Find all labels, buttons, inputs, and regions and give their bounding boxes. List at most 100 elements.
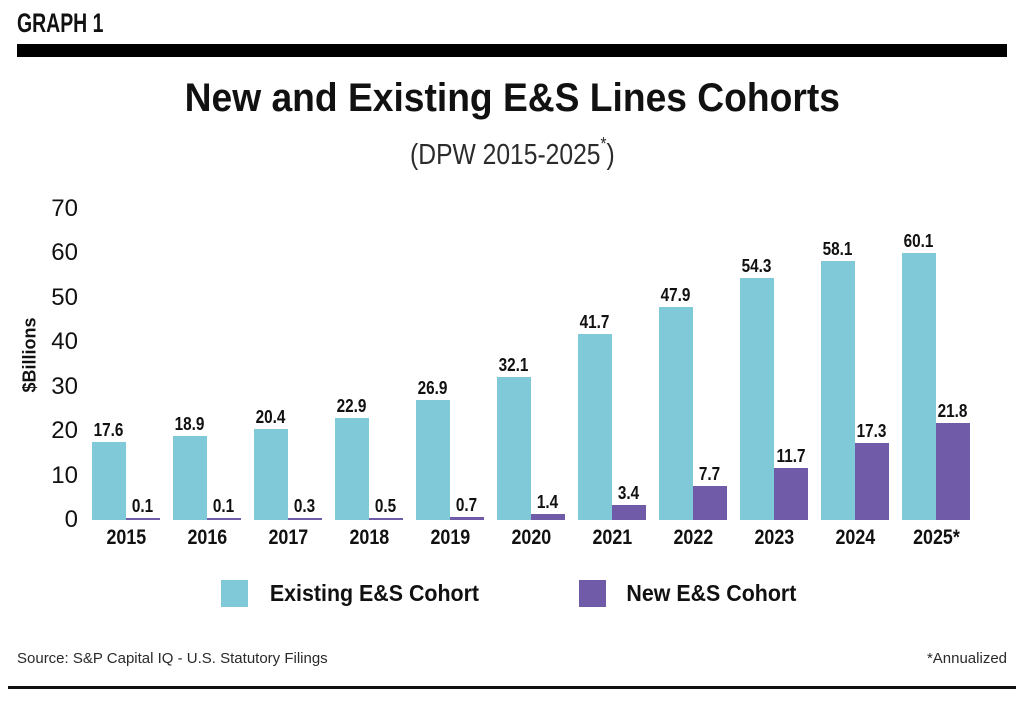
bar-value-label: 11.7 bbox=[776, 446, 806, 466]
y-tick-50: 50 bbox=[51, 283, 78, 311]
x-tick-2025: 2025* bbox=[896, 527, 977, 549]
bar-value-label: 7.7 bbox=[699, 464, 721, 484]
x-tick-2019: 2019 bbox=[410, 527, 491, 549]
bar-value-label: 1.4 bbox=[537, 492, 559, 512]
x-tick-2018: 2018 bbox=[329, 527, 410, 549]
bar-new-2025 bbox=[936, 423, 970, 520]
legend-label-existing: Existing E&S Cohort bbox=[262, 580, 487, 607]
y-tick-40: 40 bbox=[51, 328, 78, 355]
bar-value-label: 0.5 bbox=[375, 496, 397, 516]
graph-number-text: GRAPH 1 bbox=[17, 8, 104, 38]
bar-value-existing-2019: 26.9 bbox=[401, 378, 465, 398]
bar-value-existing-2018: 22.9 bbox=[320, 396, 384, 416]
bar-value-label: 0.1 bbox=[213, 496, 235, 516]
bar-value-existing-2021: 41.7 bbox=[563, 312, 627, 332]
chart-legend: Existing E&S Cohort New E&S Cohort bbox=[0, 580, 1024, 607]
x-tick-2021: 2021 bbox=[572, 527, 653, 549]
bar-new-2015 bbox=[126, 518, 160, 520]
bar-new-2024 bbox=[855, 443, 889, 520]
top-divider-bar bbox=[17, 44, 1007, 57]
bar-value-label: 0.7 bbox=[456, 495, 478, 515]
bar-existing-2025 bbox=[902, 253, 936, 520]
legend-label-text: Existing E&S Cohort bbox=[270, 580, 480, 606]
bar-new-2018 bbox=[369, 518, 403, 520]
bar-value-new-2021: 3.4 bbox=[597, 483, 661, 503]
bar-value-label: 17.6 bbox=[94, 420, 124, 440]
bar-existing-2023 bbox=[740, 278, 774, 520]
source-note: Source: S&P Capital IQ - U.S. Statutory … bbox=[17, 650, 328, 667]
legend-swatch-existing bbox=[221, 580, 249, 607]
y-tick-10: 10 bbox=[51, 461, 78, 489]
bar-value-label: 3.4 bbox=[618, 483, 640, 503]
bar-value-label: 41.7 bbox=[580, 312, 610, 332]
bar-value-label: 58.1 bbox=[823, 239, 853, 259]
bar-value-new-2025: 21.8 bbox=[921, 401, 985, 421]
chart-subtitle-text: (DPW 2015-2025*) bbox=[410, 134, 615, 172]
bar-value-new-2022: 7.7 bbox=[678, 464, 742, 484]
bar-value-label: 18.9 bbox=[175, 414, 205, 434]
y-tick-60: 60 bbox=[51, 239, 78, 266]
x-tick-label-text: 2016 bbox=[187, 526, 228, 549]
bar-value-label: 0.1 bbox=[132, 496, 154, 516]
bar-value-existing-2022: 47.9 bbox=[644, 285, 708, 305]
bar-new-2017 bbox=[288, 518, 322, 520]
graph-number-label: GRAPH 1 bbox=[17, 8, 137, 39]
x-tick-2022: 2022 bbox=[653, 527, 734, 549]
bar-new-2020 bbox=[531, 514, 565, 520]
x-tick-label-text: 2022 bbox=[673, 526, 714, 549]
y-tick-20: 20 bbox=[51, 417, 78, 444]
bar-value-label: 54.3 bbox=[742, 256, 772, 276]
bar-value-existing-2015: 17.6 bbox=[77, 420, 141, 440]
bar-existing-2016 bbox=[173, 436, 207, 520]
legend-label-text: New E&S Cohort bbox=[626, 580, 797, 606]
x-tick-label-text: 2025* bbox=[913, 526, 960, 549]
annualized-note: *Annualized bbox=[926, 650, 1007, 667]
x-tick-label-text: 2017 bbox=[268, 526, 309, 549]
bottom-divider-line bbox=[8, 686, 1016, 689]
x-tick-label-text: 2015 bbox=[106, 526, 147, 549]
bar-value-label: 60.1 bbox=[904, 231, 934, 251]
bar-existing-2015 bbox=[92, 442, 126, 520]
x-tick-label-text: 2024 bbox=[835, 526, 876, 549]
bar-value-label: 47.9 bbox=[661, 285, 691, 305]
bar-value-existing-2017: 20.4 bbox=[239, 407, 303, 427]
x-tick-label-text: 2021 bbox=[592, 526, 633, 549]
x-tick-label-text: 2023 bbox=[754, 526, 795, 549]
bar-value-label: 20.4 bbox=[256, 407, 286, 427]
y-tick-30: 30 bbox=[51, 372, 78, 400]
bar-value-existing-2023: 54.3 bbox=[725, 256, 789, 276]
chart-subtitle-pre: (DPW 2015-2025 bbox=[409, 139, 601, 171]
x-tick-label-text: 2019 bbox=[430, 526, 471, 549]
x-tick-label-text: 2020 bbox=[511, 526, 552, 549]
bar-existing-2018 bbox=[335, 418, 369, 520]
x-tick-2023: 2023 bbox=[734, 527, 815, 549]
bar-value-existing-2016: 18.9 bbox=[158, 414, 222, 434]
bar-value-new-2018: 0.5 bbox=[354, 496, 418, 516]
legend-swatch-new bbox=[579, 580, 607, 607]
chart-subtitle-asterisk: * bbox=[600, 134, 607, 154]
bar-existing-2020 bbox=[497, 377, 531, 520]
bar-value-new-2023: 11.7 bbox=[759, 446, 823, 466]
bar-existing-2021 bbox=[578, 334, 612, 520]
chart-subtitle: (DPW 2015-2025*) bbox=[0, 134, 1024, 172]
x-tick-label-text: 2018 bbox=[349, 526, 390, 549]
bar-new-2021 bbox=[612, 505, 646, 520]
bar-value-new-2016: 0.1 bbox=[192, 496, 256, 516]
bar-new-2023 bbox=[774, 468, 808, 520]
bar-existing-2022 bbox=[659, 307, 693, 520]
bar-value-new-2024: 17.3 bbox=[840, 421, 904, 441]
x-tick-2020: 2020 bbox=[491, 527, 572, 549]
x-tick-2015: 2015 bbox=[86, 527, 167, 549]
bar-value-label: 17.3 bbox=[857, 421, 887, 441]
x-tick-2017: 2017 bbox=[248, 527, 329, 549]
bar-value-label: 22.9 bbox=[337, 396, 367, 416]
bar-existing-2017 bbox=[254, 429, 288, 520]
y-tick-0: 0 bbox=[64, 506, 78, 533]
bar-value-existing-2020: 32.1 bbox=[482, 355, 546, 375]
bar-value-label: 32.1 bbox=[499, 355, 529, 375]
bar-new-2016 bbox=[207, 518, 241, 520]
bar-value-existing-2024: 58.1 bbox=[806, 239, 870, 259]
bar-new-2019 bbox=[450, 517, 484, 520]
bar-value-new-2015: 0.1 bbox=[111, 496, 175, 516]
